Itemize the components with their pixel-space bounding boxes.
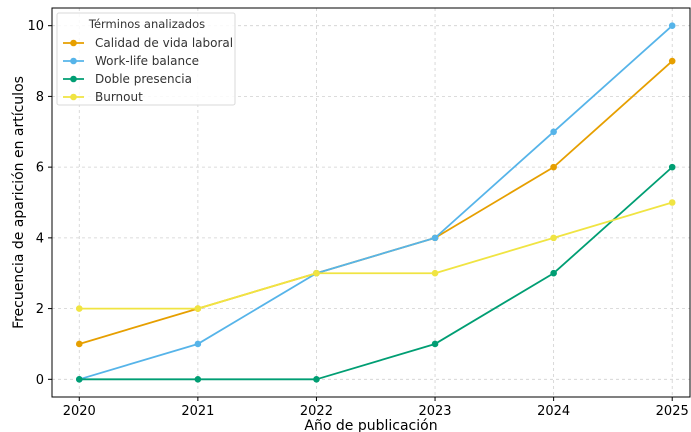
y-tick-label: 10 — [27, 19, 44, 34]
data-point — [313, 376, 320, 383]
data-point — [550, 163, 557, 171]
series-line — [79, 166, 673, 381]
data-point — [194, 305, 202, 312]
y-axis-ticks: 0 2 4 6 8 10 — [27, 19, 52, 388]
x-tick-label: 2022 — [300, 404, 333, 419]
series-doble-presencia — [75, 163, 676, 383]
grid-lines — [52, 8, 690, 397]
data-point — [431, 269, 439, 277]
legend-title: Términos analizados — [88, 17, 205, 31]
data-point — [194, 376, 202, 383]
data-point — [550, 128, 557, 136]
series-line — [79, 25, 673, 381]
data-point — [431, 234, 439, 242]
legend-items: Calidad de vida laboral Work-life balance… — [63, 36, 233, 104]
y-tick-label: 8 — [36, 90, 44, 105]
data-point — [194, 340, 202, 348]
legend: Términos analizados Calidad de vida labo… — [56, 12, 236, 106]
y-axis-label: Frecuencia de aparición en artículos — [11, 76, 27, 329]
legend-item: Calidad de vida laboral — [63, 36, 233, 50]
data-point — [668, 199, 676, 206]
data-point — [550, 269, 557, 277]
series-line — [79, 201, 673, 310]
x-tick-label: 2021 — [181, 404, 214, 419]
y-tick-label: 0 — [36, 373, 44, 388]
data-point — [668, 163, 676, 171]
legend-swatch-marker — [70, 39, 77, 47]
x-tick-label: 2025 — [656, 404, 689, 419]
series-group — [75, 22, 676, 383]
data-point — [668, 22, 676, 29]
series-work-life-balance — [75, 22, 676, 383]
legend-label: Burnout — [95, 90, 143, 104]
legend-item: Work-life balance — [63, 54, 199, 68]
data-point — [313, 269, 320, 277]
legend-swatch-marker — [70, 93, 77, 101]
x-tick-label: 2023 — [418, 404, 451, 419]
y-tick-label: 2 — [36, 302, 44, 317]
y-tick-label: 4 — [36, 231, 44, 246]
legend-label: Work-life balance — [95, 54, 199, 68]
x-tick-label: 2020 — [63, 404, 96, 419]
legend-label: Doble presencia — [95, 72, 192, 86]
data-point — [550, 234, 557, 242]
data-point — [668, 57, 676, 65]
legend-label: Calidad de vida laboral — [95, 36, 233, 50]
legend-box — [56, 12, 236, 106]
data-point — [431, 340, 439, 348]
data-point — [75, 305, 83, 312]
x-axis-ticks: 2020 2021 2022 2023 2024 2025 — [63, 397, 689, 419]
series-burnout — [75, 199, 676, 312]
plot-frame — [51, 7, 691, 398]
legend-item: Burnout — [63, 90, 143, 104]
legend-swatch-marker — [70, 57, 77, 65]
legend-item: Doble presencia — [63, 72, 192, 86]
data-point — [75, 340, 83, 348]
data-point — [75, 376, 83, 383]
y-tick-label: 6 — [36, 161, 44, 176]
axes — [51, 7, 691, 398]
x-axis-label: Año de publicación — [304, 418, 437, 432]
legend-swatch-marker — [70, 75, 77, 83]
x-tick-label: 2024 — [537, 404, 570, 419]
